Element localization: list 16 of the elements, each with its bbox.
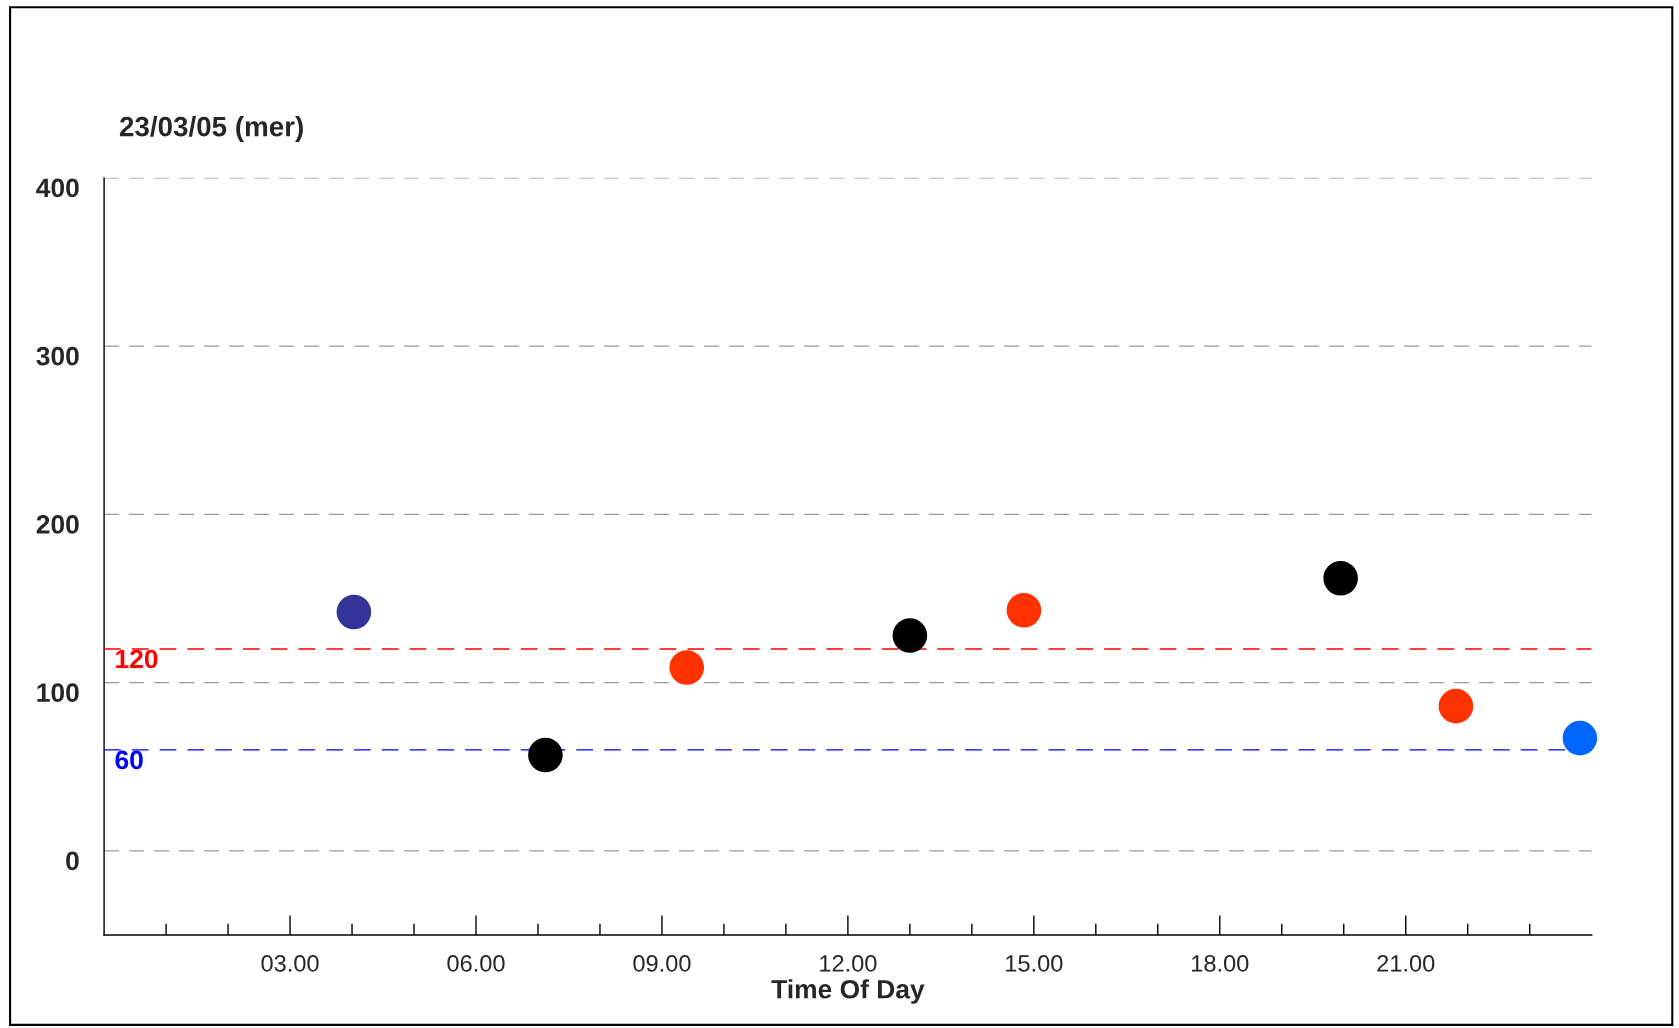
x-tick-label: 12.00: [820, 955, 877, 972]
x-axis-title: Time Of Day: [771, 979, 925, 1004]
y-tick-label: 300: [36, 346, 79, 366]
y-tick-label: 0: [66, 851, 79, 871]
ref-line-label: 60: [115, 750, 143, 770]
y-tick-label: 400: [36, 178, 79, 198]
ref-line-label: 120: [116, 649, 158, 669]
chart-title: 23/03/05 (mer): [119, 116, 303, 142]
x-tick-label: 03.00: [261, 955, 319, 972]
x-tick-label: 06.00: [447, 955, 505, 972]
x-tick-label: 18.00: [1192, 955, 1249, 972]
y-tick-label: 100: [37, 683, 79, 702]
x-tick-label: 21.00: [1377, 955, 1435, 972]
y-tick-label: 200: [36, 515, 79, 534]
x-tick-label: 15.00: [1006, 955, 1063, 972]
x-tick-label: 09.00: [633, 955, 691, 972]
